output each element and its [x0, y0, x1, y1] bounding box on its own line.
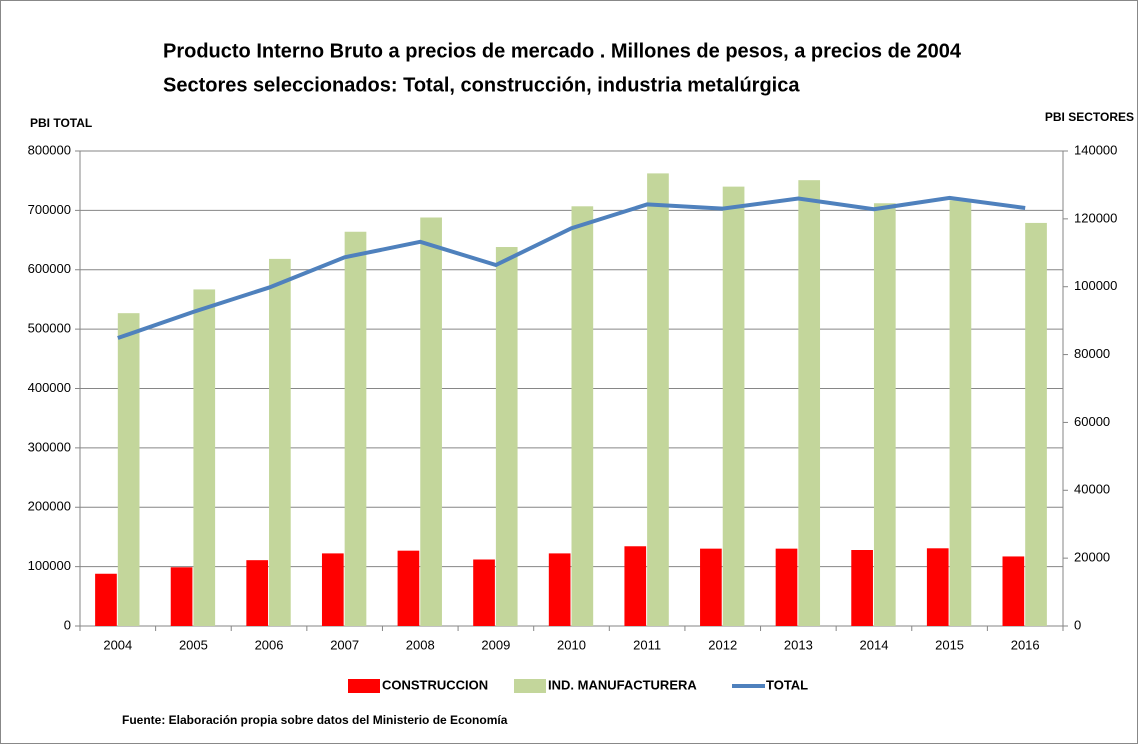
- x-tick-label: 2011: [633, 637, 661, 652]
- y-tick-label: 100000: [28, 558, 71, 573]
- x-tick-label: 2013: [784, 637, 813, 652]
- y-axis-title: PBI TOTAL: [30, 116, 92, 130]
- bar: [926, 548, 949, 626]
- y-tick-label: 500000: [28, 321, 71, 336]
- x-tick-label: 2014: [860, 637, 889, 652]
- bar: [700, 548, 722, 626]
- bar: [722, 186, 745, 626]
- bar: [873, 203, 896, 626]
- y2-tick-label: 40000: [1074, 482, 1110, 497]
- y-tick-label: 800000: [28, 142, 71, 157]
- y-tick-label: 0: [64, 617, 71, 632]
- bar: [170, 567, 193, 626]
- bar: [117, 313, 140, 626]
- bar: [624, 546, 647, 626]
- x-tick-label: 2012: [708, 637, 737, 652]
- x-tick-label: 2015: [935, 637, 964, 652]
- source-note: Fuente: Elaboración propia sobre datos d…: [122, 713, 508, 727]
- line-series: [117, 195, 1026, 340]
- bar: [798, 180, 821, 626]
- bar: [571, 206, 594, 626]
- y2-tick-label: 60000: [1074, 414, 1110, 429]
- y-tick-label: 600000: [28, 261, 71, 276]
- y2-tick-label: 80000: [1074, 346, 1110, 361]
- x-tick-label: 2005: [179, 637, 208, 652]
- bar: [647, 173, 669, 626]
- bar: [775, 548, 798, 626]
- x-tick-label: 2004: [103, 637, 132, 652]
- bar: [321, 553, 344, 626]
- y2-tick-label: 0: [1074, 617, 1081, 632]
- legend-key: [348, 679, 380, 693]
- legend-key: [514, 679, 546, 693]
- bar: [851, 550, 873, 626]
- legend-label: CONSTRUCCION: [382, 677, 488, 692]
- y-tick-label: 300000: [28, 439, 71, 454]
- y2-tick-label: 100000: [1074, 278, 1117, 293]
- y2-tick-label: 120000: [1074, 210, 1117, 225]
- bar: [420, 217, 442, 626]
- bar: [344, 231, 367, 626]
- legend-label: TOTAL: [766, 677, 808, 692]
- x-tick-label: 2010: [557, 637, 586, 652]
- bar: [473, 559, 495, 626]
- y2-tick-label: 20000: [1074, 550, 1110, 565]
- bar: [548, 553, 571, 626]
- y-tick-label: 400000: [28, 380, 71, 395]
- bar: [269, 258, 291, 626]
- y2-axis-title: PBI SECTORES: [1045, 110, 1134, 124]
- bar: [1002, 556, 1025, 626]
- chart-title: Producto Interno Bruto a precios de merc…: [163, 40, 962, 62]
- y-tick-label: 200000: [28, 499, 71, 514]
- bar: [95, 573, 117, 626]
- bar: [1025, 222, 1047, 626]
- bar: [397, 550, 420, 626]
- y-tick-label: 700000: [28, 202, 71, 217]
- bar: [246, 560, 269, 626]
- legend-label: IND. MANUFACTURERA: [548, 677, 697, 692]
- bar: [193, 289, 216, 626]
- bar: [495, 247, 518, 626]
- x-tick-label: 2007: [330, 637, 359, 652]
- bar: [949, 200, 972, 627]
- x-tick-label: 2008: [406, 637, 435, 652]
- chart-subtitle: Sectores seleccionados: Total, construcc…: [163, 74, 800, 96]
- x-tick-label: 2016: [1011, 637, 1040, 652]
- x-tick-label: 2006: [255, 637, 284, 652]
- y2-tick-label: 140000: [1074, 142, 1117, 157]
- x-tick-label: 2009: [481, 637, 510, 652]
